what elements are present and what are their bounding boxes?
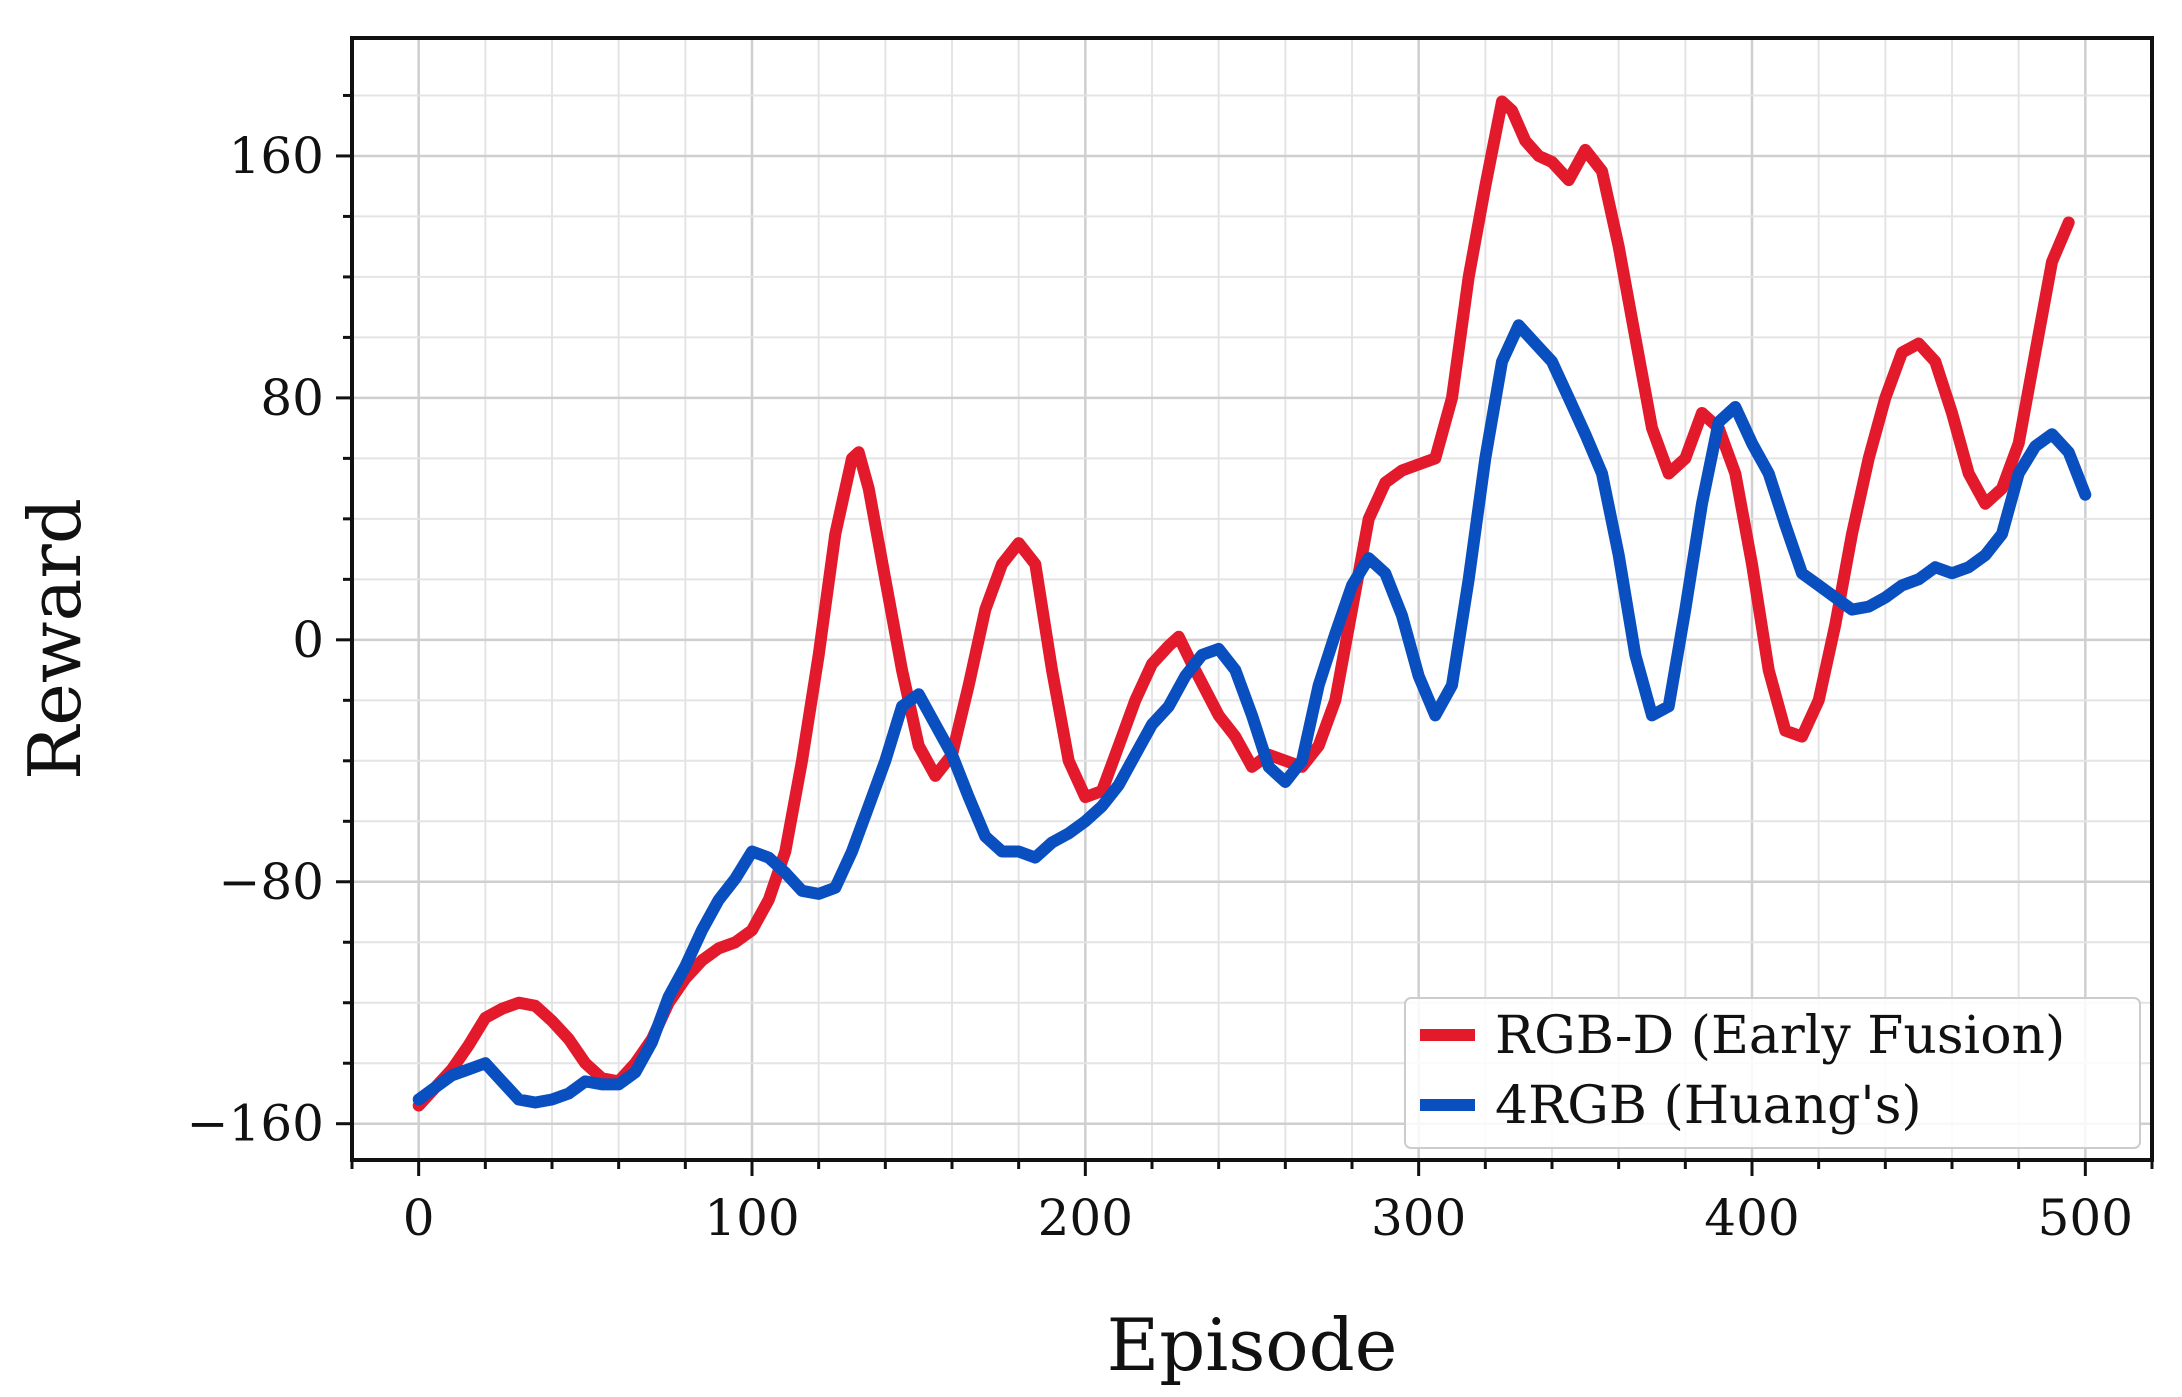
series-line-0 — [412, 95, 2075, 1112]
plot-frame — [350, 36, 2154, 1162]
x-tick-label: 500 — [2038, 1189, 2133, 1247]
y-tick-label: −80 — [218, 853, 324, 911]
legend-label-4rgb: 4RGB (Huang's) — [1495, 1076, 1922, 1136]
x-axis-label: Episode — [1107, 1303, 1398, 1387]
y-tick-label: 160 — [229, 127, 324, 185]
x-tick-label: 0 — [403, 1189, 435, 1247]
y-axis-label: Reward — [13, 498, 97, 780]
x-tick-label: 200 — [1038, 1189, 1133, 1247]
series-group — [412, 95, 2092, 1112]
x-tick-label: 400 — [1704, 1189, 1799, 1247]
legend: RGB-D (Early Fusion) 4RGB (Huang's) — [1404, 997, 2141, 1149]
y-tick-label: 80 — [260, 369, 324, 427]
y-tick-label: −160 — [187, 1095, 324, 1153]
y-tick-label: 0 — [292, 611, 324, 669]
x-tick-label: 100 — [704, 1189, 799, 1247]
legend-label-rgbd: RGB-D (Early Fusion) — [1495, 1006, 2065, 1066]
x-tick-label: 300 — [1371, 1189, 1466, 1247]
legend-box — [1404, 997, 2141, 1149]
ticks: 0 100 200 300 400 500 −160 −80 0 80 160 — [187, 93, 2154, 1247]
series-line-1 — [412, 319, 2092, 1109]
